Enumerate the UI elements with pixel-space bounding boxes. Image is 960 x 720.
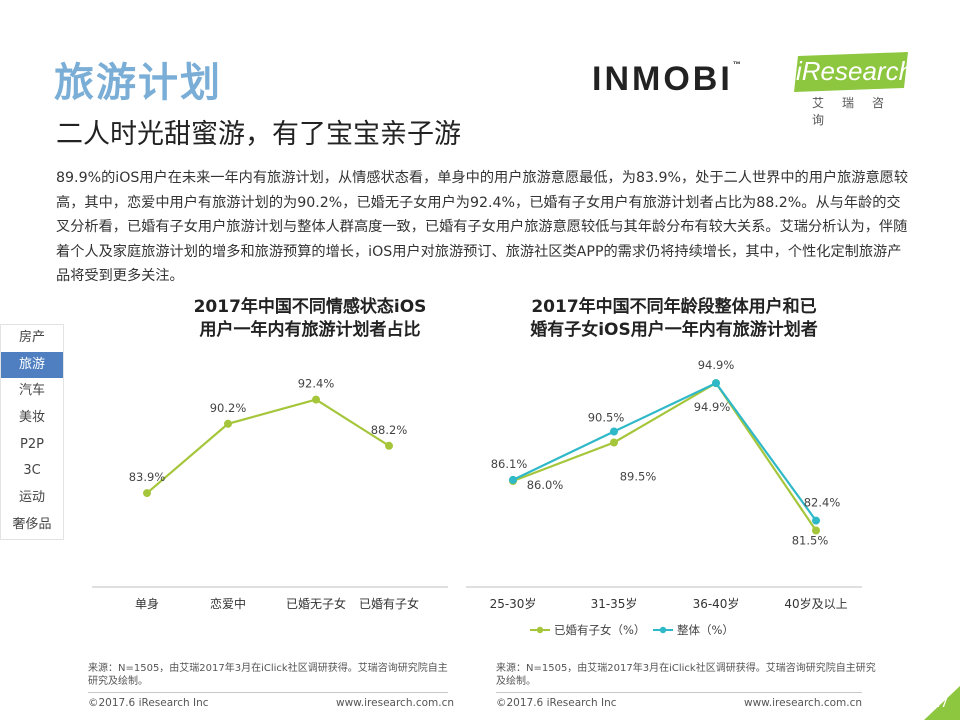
chart1-source-note: 来源：N=1505，由艾瑞2017年3月在iClick社区调研获得。艾瑞咨询研究… (88, 663, 448, 687)
sidebar-item-p2p[interactable]: P2P (20, 436, 44, 452)
footer-url-right[interactable]: www.iresearch.com.cn (744, 697, 863, 709)
sidebar-item-3c[interactable]: 3C (23, 463, 41, 479)
chart2-x-tick-label: 25-30岁 (490, 596, 537, 611)
chart1-data-label: 83.9% (129, 470, 166, 484)
footer-copyright-left: ©2017.6 iResearch Inc (88, 697, 209, 709)
page-number: 17 (932, 696, 949, 711)
chart1-data-label: 90.2% (210, 401, 247, 415)
chart2-data-label: 81.5% (792, 534, 829, 548)
chart2-data-point (812, 526, 820, 535)
chart1-x-tick-label: 已婚有子女 (359, 596, 419, 611)
chart1-title-line2: 用户一年内有旅游计划者占比 (199, 320, 421, 340)
chart1-title: 2017年中国不同情感状态iOS 用户一年内有旅游计划者占比 (150, 296, 470, 342)
chart2-data-point (712, 379, 720, 388)
sidebar-item-travel[interactable]: 旅游 (1, 351, 63, 379)
chart1-data-label: 88.2% (371, 423, 408, 437)
chart2-data-label: 94.9% (694, 400, 731, 414)
footer-divider-left (88, 692, 448, 693)
chart2-title-line2: 婚有子女iOS用户一年内有旅游计划者 (530, 320, 818, 340)
chart2-data-point (610, 427, 618, 436)
chart2-title: 2017年中国不同年龄段整体用户和已 婚有子女iOS用户一年内有旅游计划者 (484, 296, 864, 342)
chart1-x-tick-label: 单身 (135, 596, 159, 611)
category-sidebar: 房产 旅游 汽车 美妆 P2P 3C 运动 奢侈品 (0, 324, 64, 540)
inmobi-logo: INMOBI™ (592, 60, 741, 98)
summary-paragraph: 89.9%的iOS用户在未来一年内有旅游计划，从情感状态看，单身中的用户旅游意愿… (56, 170, 909, 284)
page-title: 旅游计划 (54, 60, 222, 106)
chart2-series-line (512, 381, 817, 522)
chart2-data-point (610, 438, 618, 447)
chart1-data-point (385, 441, 393, 450)
chart2-legend-swatch-marker (536, 626, 544, 634)
chart1-x-tick-label: 已婚无子女 (286, 596, 346, 611)
chart1-x-tick-label: 恋爱中 (210, 596, 246, 611)
chart1-data-point (312, 395, 320, 404)
chart2-x-tick-label: 31-35岁 (591, 596, 638, 611)
chart2-data-label: 86.1% (491, 457, 528, 471)
iresearch-logo-text: iResearch (796, 56, 914, 86)
chart2-data-label: 82.4% (804, 496, 841, 510)
chart2-data-label: 94.9% (698, 358, 735, 372)
chart2-legend-label: 已婚有子女（%） (554, 623, 645, 637)
chart2-x-tick-label: 36-40岁 (693, 596, 740, 611)
chart2-series-line (512, 381, 817, 532)
footer-copyright-right: ©2017.6 iResearch Inc (496, 697, 617, 709)
chart2-data-label: 89.5% (620, 470, 657, 484)
footer-divider-right (496, 692, 862, 693)
chart2-x-tick-label: 40岁及以上 (784, 596, 847, 611)
page-subtitle: 二人时光甜蜜游，有了宝宝亲子游 (56, 119, 461, 150)
chart1-data-point (143, 489, 151, 498)
chart2-data-label: 86.0% (527, 478, 564, 492)
chart2-legend-swatch-marker (659, 626, 667, 634)
sidebar-item-beauty[interactable]: 美妆 (18, 410, 45, 426)
sidebar-item-auto[interactable]: 汽车 (18, 383, 45, 399)
chart2-data-point (509, 475, 517, 484)
page-corner-badge (924, 686, 960, 720)
chart2-data-label: 90.5% (588, 411, 625, 425)
chart1-title-line1: 2017年中国不同情感状态iOS (193, 297, 427, 317)
sidebar-item-realestate[interactable]: 房产 (18, 330, 45, 345)
chart2-data-point (812, 516, 820, 525)
inmobi-logo-text: INMOBI (592, 60, 733, 98)
iresearch-logo-cn: 艾瑞咨询 (812, 96, 903, 127)
chart1-series-line (146, 398, 390, 494)
sidebar-item-sports[interactable]: 运动 (18, 490, 45, 506)
chart2-source-note: 来源：N=1505，由艾瑞2017年3月在iClick社区调研获得。艾瑞咨询研究… (496, 663, 876, 687)
chart2-title-line1: 2017年中国不同年龄段整体用户和已 (531, 297, 817, 317)
chart2-legend-label: 整体（%） (677, 623, 734, 637)
footer-url-left[interactable]: www.iresearch.com.cn (336, 697, 455, 709)
sidebar-item-luxury[interactable]: 奢侈品 (12, 516, 52, 532)
chart1-data-label: 92.4% (298, 377, 335, 391)
iresearch-logo-badge (794, 52, 908, 92)
chart1-data-point (224, 419, 232, 428)
